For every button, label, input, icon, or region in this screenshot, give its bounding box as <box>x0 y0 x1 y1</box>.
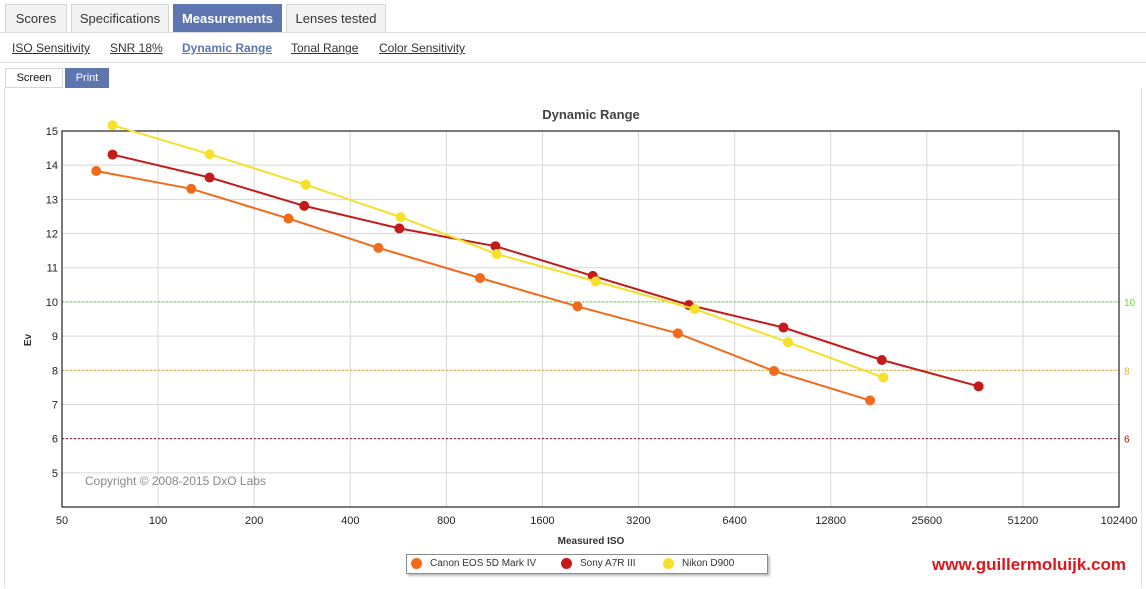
print-button[interactable]: Print <box>65 68 109 88</box>
legend-label-canon: Canon EOS 5D Mark IV <box>430 558 537 569</box>
data-point <box>475 272 486 283</box>
data-point <box>204 172 215 183</box>
series-line <box>96 170 871 402</box>
x-tick-label: 1600 <box>530 515 554 527</box>
data-point <box>91 165 102 176</box>
legend-item-nikon[interactable]: Nikon D900 <box>663 558 734 569</box>
data-point <box>689 304 700 315</box>
reference-line-label: 8 <box>1124 366 1130 377</box>
y-tick-label: 13 <box>46 194 58 206</box>
x-tick-label: 800 <box>437 515 455 527</box>
reference-line-label: 6 <box>1124 435 1130 446</box>
tab-bar: Scores Specifications Measurements Lense… <box>0 0 1146 33</box>
x-tick-label: 51200 <box>1008 515 1039 527</box>
data-point <box>107 120 118 131</box>
tab-scores[interactable]: Scores <box>5 4 67 32</box>
screen-button[interactable]: Screen <box>5 68 63 88</box>
y-tick-label: 6 <box>52 434 58 446</box>
data-point <box>283 213 294 224</box>
legend-marker-sony <box>561 558 572 569</box>
data-point <box>490 241 501 252</box>
series-line <box>112 153 979 388</box>
data-point <box>204 149 215 160</box>
chart-legend: Canon EOS 5D Mark IV Sony A7R III Nikon … <box>406 554 768 574</box>
data-point <box>299 200 310 211</box>
copyright-text: Copyright © 2008-2015 DxO Labs <box>85 474 266 488</box>
data-point <box>300 179 311 190</box>
y-tick-label: 15 <box>46 126 58 138</box>
data-point <box>973 381 984 392</box>
x-tick-label: 12800 <box>815 515 846 527</box>
x-tick-label: 3200 <box>626 515 650 527</box>
axis-ticks: 5 6 7 8 9 10 11 12 13 14 15 50 100 200 400 800 1600 3200 6… <box>46 126 1138 527</box>
legend-label-sony: Sony A7R III <box>580 558 636 569</box>
y-tick-label: 8 <box>52 365 58 377</box>
data-point <box>782 337 793 348</box>
legend-item-canon[interactable]: Canon EOS 5D Mark IV <box>411 558 536 569</box>
x-axis-label: Measured ISO <box>558 536 625 547</box>
y-tick-label: 9 <box>52 331 58 343</box>
data-point <box>865 395 876 406</box>
x-tick-label: 200 <box>245 515 263 527</box>
watermark-url: www.guillermoluijk.com <box>932 555 1126 574</box>
subnav-iso-sensitivity[interactable]: ISO Sensitivity <box>12 41 91 55</box>
data-point <box>878 372 889 383</box>
legend-label-nikon: Nikon D900 <box>682 558 735 569</box>
subnav-color-sensitivity[interactable]: Color Sensitivity <box>379 41 466 55</box>
subnav-tonal-range[interactable]: Tonal Range <box>291 41 359 55</box>
tab-specifications[interactable]: Specifications <box>71 4 169 32</box>
x-tick-label: 100 <box>149 515 167 527</box>
data-point <box>876 355 887 366</box>
data-point <box>572 301 583 312</box>
y-tick-label: 10 <box>46 297 58 309</box>
chart-title: Dynamic Range <box>542 107 640 122</box>
data-point <box>778 322 789 333</box>
x-tick-label: 6400 <box>722 515 746 527</box>
y-tick-label: 14 <box>46 160 58 172</box>
measurement-subnav: ISO Sensitivity SNR 18% Dynamic Range To… <box>0 33 1146 63</box>
y-axis-label: Ev <box>23 333 34 346</box>
data-point <box>672 328 683 339</box>
tab-measurements[interactable]: Measurements <box>173 4 282 32</box>
legend-item-sony[interactable]: Sony A7R III <box>561 558 636 569</box>
chart-panel <box>4 88 1142 587</box>
data-point <box>186 183 197 194</box>
data-point <box>768 365 779 376</box>
tab-lenses-tested[interactable]: Lenses tested <box>286 4 386 32</box>
x-tick-label: 102400 <box>1101 515 1138 527</box>
data-point <box>491 249 502 260</box>
data-point <box>395 212 406 223</box>
y-tick-label: 12 <box>46 229 58 241</box>
subnav-dynamic-range[interactable]: Dynamic Range <box>182 41 273 55</box>
reference-lines: 10 8 6 <box>62 298 1136 446</box>
legend-marker-nikon <box>663 558 674 569</box>
y-tick-label: 7 <box>52 399 58 411</box>
data-point <box>107 149 118 160</box>
grid <box>62 130 1119 508</box>
data-point <box>394 223 405 234</box>
data-point <box>590 276 601 287</box>
subnav-snr-18[interactable]: SNR 18% <box>110 41 163 55</box>
y-tick-label: 5 <box>52 468 58 480</box>
legend-marker-canon <box>411 558 422 569</box>
data-point <box>373 242 384 253</box>
x-tick-label: 25600 <box>912 515 943 527</box>
y-tick-label: 11 <box>47 263 58 275</box>
x-tick-label: 50 <box>56 515 68 527</box>
series <box>91 120 984 406</box>
x-tick-label: 400 <box>341 515 359 527</box>
plot-frame <box>61 130 1120 508</box>
reference-line-label: 10 <box>1124 298 1136 309</box>
